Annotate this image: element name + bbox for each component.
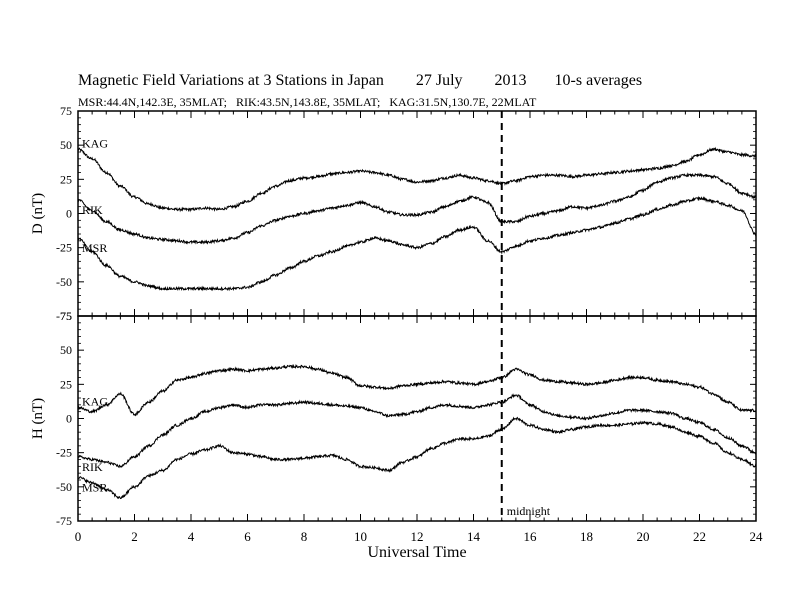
x-tick-label: 8 [301, 529, 308, 544]
x-tick-label: 20 [637, 529, 650, 544]
panel-frame-0 [77, 110, 757, 317]
x-tick-label: 10 [354, 529, 367, 544]
series-label-kag: KAG [82, 395, 108, 409]
y-tick-label: 0 [66, 207, 72, 221]
y-tick-label: 25 [60, 172, 72, 186]
series-line-kag [77, 363, 757, 417]
x-tick-label: 22 [693, 529, 706, 544]
series-line-kag [77, 146, 757, 213]
y-tick-label: -50 [56, 275, 72, 289]
x-tick-label: 24 [750, 529, 764, 544]
y-axis-label: H (nT) [30, 398, 46, 439]
y-axis-label: D (nT) [30, 193, 46, 234]
x-tick-label: 6 [244, 529, 251, 544]
series-line-msr [77, 416, 757, 500]
series-label-kag: KAG [82, 136, 108, 150]
y-tick-label: -25 [56, 241, 72, 255]
series-label-msr: MSR [82, 241, 107, 255]
chart-title: Magnetic Field Variations at 3 Stations … [78, 72, 643, 89]
y-tick-label: 25 [60, 377, 72, 391]
y-tick-label: 50 [60, 138, 72, 152]
y-tick-label: 75 [60, 309, 72, 323]
x-tick-label: 12 [411, 529, 424, 544]
series-line-rik [77, 393, 757, 469]
x-tick-label: 4 [188, 529, 195, 544]
series-label-msr: MSR [82, 480, 107, 494]
x-tick-label: 18 [580, 529, 593, 544]
y-tick-label: 75 [60, 104, 72, 118]
series-line-msr [77, 195, 757, 292]
panel-frame-1 [77, 315, 757, 522]
series-label-rik: RIK [82, 203, 103, 217]
x-axis-label: Universal Time [367, 544, 466, 561]
x-tick-label: 0 [75, 529, 82, 544]
y-tick-label: 0 [66, 412, 72, 426]
y-tick-label: -25 [56, 446, 72, 460]
x-tick-label: 2 [131, 529, 138, 544]
x-tick-label: 16 [524, 529, 538, 544]
y-tick-label: 50 [60, 343, 72, 357]
series-line-rik [77, 172, 757, 245]
series-label-rik: RIK [82, 460, 103, 474]
chart-subtitle: MSR:44.4N,142.3E, 35MLAT; RIK:43.5N,143.… [78, 95, 537, 109]
x-tick-label: 14 [467, 529, 481, 544]
y-tick-label: -75 [56, 514, 72, 528]
midnight-label: midnight [507, 504, 551, 518]
y-tick-label: -75 [56, 309, 72, 323]
y-tick-label: -50 [56, 480, 72, 494]
